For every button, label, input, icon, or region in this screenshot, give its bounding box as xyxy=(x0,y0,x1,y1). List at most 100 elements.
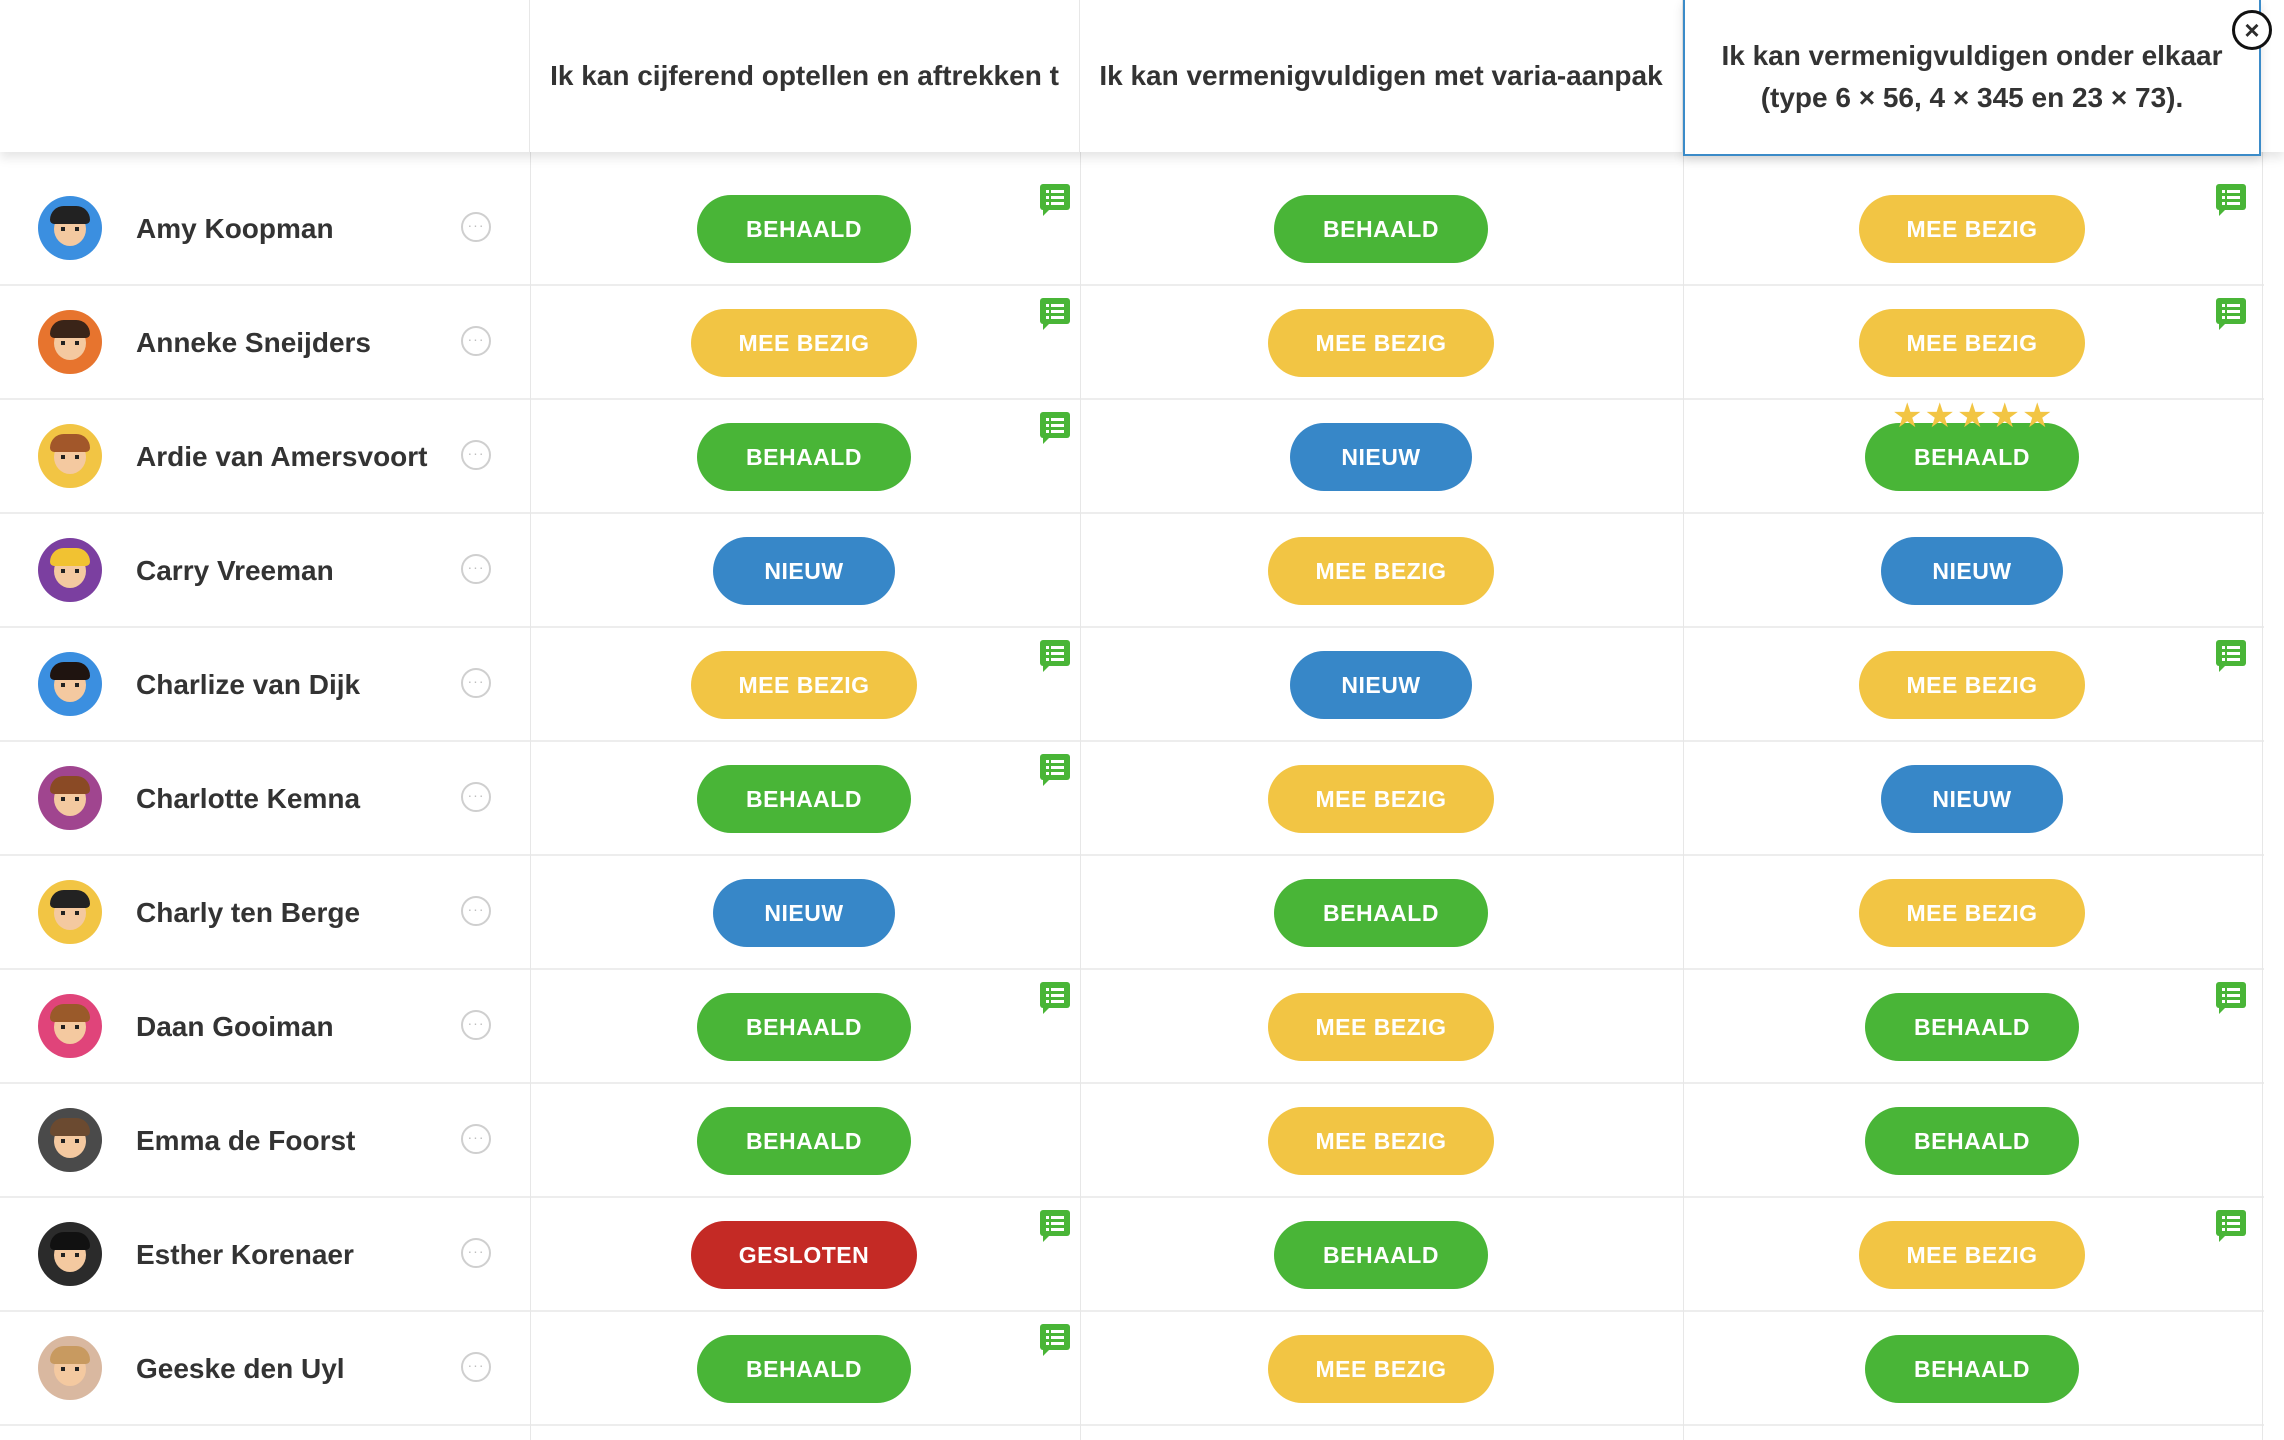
more-options-icon[interactable]: ··· xyxy=(461,896,491,926)
student-name[interactable]: Ardie van Amersvoort xyxy=(136,441,428,472)
comment-icon[interactable] xyxy=(1040,298,1070,330)
avatar[interactable] xyxy=(38,310,102,374)
status-button[interactable]: BEHAALD xyxy=(697,1335,911,1403)
status-button[interactable]: MEE BEZIG xyxy=(1859,1221,2085,1289)
status-button[interactable]: BEHAALD xyxy=(697,195,911,263)
status-button[interactable]: MEE BEZIG xyxy=(1859,195,2085,263)
header-goal-2-label: Ik kan vermenigvuldigen met varia-aanpak xyxy=(1099,60,1663,91)
status-button[interactable]: MEE BEZIG xyxy=(1268,1335,1494,1403)
star-icon: ★ xyxy=(1924,397,1955,435)
header-goal-1[interactable]: Ik kan cijferend optellen en aftrekken t xyxy=(530,0,1080,152)
avatar[interactable] xyxy=(38,1336,102,1400)
status-button[interactable]: MEE BEZIG xyxy=(1268,309,1494,377)
goal-description-popover: Ik kan vermenigvuldigen onder elkaar (ty… xyxy=(1683,0,2261,156)
student-name[interactable]: Charlize van Dijk xyxy=(136,669,361,700)
avatar[interactable] xyxy=(38,1222,102,1286)
comment-icon[interactable] xyxy=(2216,184,2246,216)
status-button[interactable]: MEE BEZIG xyxy=(1268,1107,1494,1175)
avatar[interactable] xyxy=(38,880,102,944)
comment-icon[interactable] xyxy=(1040,640,1070,672)
comment-icon[interactable] xyxy=(1040,754,1070,786)
status-button[interactable]: BEHAALD xyxy=(697,765,911,833)
status-button[interactable]: BEHAALD xyxy=(1274,195,1488,263)
status-button[interactable]: BEHAALD xyxy=(1865,1107,2079,1175)
student-name[interactable]: Geeske den Uyl xyxy=(136,1353,345,1384)
student-name[interactable]: Esther Korenaer xyxy=(136,1239,354,1270)
table-row: Amy Koopman ··· BEHAALD BEHAALD MEE BEZIG xyxy=(0,172,2264,286)
status-button[interactable]: NIEUW xyxy=(1881,765,2063,833)
column-divider xyxy=(1683,152,1684,1440)
more-options-icon[interactable]: ··· xyxy=(461,1352,491,1382)
status-button[interactable]: MEE BEZIG xyxy=(1859,309,2085,377)
header-goal-2[interactable]: Ik kan vermenigvuldigen met varia-aanpak xyxy=(1080,0,1683,152)
comment-icon[interactable] xyxy=(1040,184,1070,216)
comment-icon[interactable] xyxy=(1040,1210,1070,1242)
status-button[interactable]: MEE BEZIG xyxy=(691,651,917,719)
avatar[interactable] xyxy=(38,766,102,830)
avatar[interactable] xyxy=(38,994,102,1058)
avatar[interactable] xyxy=(38,196,102,260)
comment-icon[interactable] xyxy=(1040,982,1070,1014)
status-button[interactable]: BEHAALD xyxy=(697,1107,911,1175)
avatar[interactable] xyxy=(38,1108,102,1172)
student-name[interactable]: Carry Vreeman xyxy=(136,555,334,586)
status-button[interactable]: MEE BEZIG xyxy=(691,309,917,377)
column-divider xyxy=(2262,152,2263,1440)
status-button[interactable]: BEHAALD xyxy=(1865,423,2079,491)
status-button[interactable]: MEE BEZIG xyxy=(1859,651,2085,719)
status-button[interactable]: NIEUW xyxy=(1290,423,1472,491)
student-name[interactable]: Anneke Sneijders xyxy=(136,327,371,358)
status-button[interactable]: NIEUW xyxy=(1290,651,1472,719)
close-icon: × xyxy=(2244,15,2260,45)
comment-icon[interactable] xyxy=(2216,640,2246,672)
status-button[interactable]: NIEUW xyxy=(713,537,895,605)
table-row: Geeske den Uyl ··· BEHAALD MEE BEZIG BEHAALD xyxy=(0,1312,2264,1426)
status-button[interactable]: MEE BEZIG xyxy=(1268,765,1494,833)
comment-icon[interactable] xyxy=(2216,982,2246,1014)
student-name[interactable]: Charlotte Kemna xyxy=(136,783,361,814)
student-name[interactable]: Emma de Foorst xyxy=(136,1125,356,1156)
more-options-icon[interactable]: ··· xyxy=(461,1124,491,1154)
table-row: Esther Korenaer ··· GESLOTEN BEHAALD MEE BEZ… xyxy=(0,1198,2264,1312)
status-button[interactable]: BEHAALD xyxy=(697,423,911,491)
more-options-icon[interactable]: ··· xyxy=(461,1010,491,1040)
more-options-icon[interactable]: ··· xyxy=(461,326,491,356)
status-button[interactable]: BEHAALD xyxy=(1274,879,1488,947)
student-name[interactable]: Daan Gooiman xyxy=(136,1011,334,1042)
popover-text-line-2: (type 6 × 56, 4 × 345 en 23 × 73). xyxy=(1760,82,2184,113)
status-button[interactable]: MEE BEZIG xyxy=(1268,993,1494,1061)
table-row: Emma de Foorst ··· BEHAALD MEE BEZIG BEHAALD xyxy=(0,1084,2264,1198)
more-options-icon[interactable]: ··· xyxy=(461,1238,491,1268)
more-options-icon[interactable]: ··· xyxy=(461,440,491,470)
student-name[interactable]: Charly ten Berge xyxy=(136,897,361,928)
status-button[interactable]: NIEUW xyxy=(713,879,895,947)
more-options-icon[interactable]: ··· xyxy=(461,782,491,812)
column-divider xyxy=(1080,152,1081,1440)
more-options-icon[interactable]: ··· xyxy=(461,212,491,242)
star-icon: ★ xyxy=(2021,397,2053,435)
status-button[interactable]: BEHAALD xyxy=(697,993,911,1061)
more-options-icon[interactable]: ··· xyxy=(461,554,491,584)
comment-icon[interactable] xyxy=(1040,412,1070,444)
close-popover-button[interactable]: × xyxy=(2232,10,2272,50)
status-button[interactable]: BEHAALD xyxy=(1274,1221,1488,1289)
header-goal-1-label: Ik kan cijferend optellen en aftrekken t xyxy=(550,60,1059,91)
more-options-icon[interactable]: ··· xyxy=(461,668,491,698)
status-button[interactable]: GESLOTEN xyxy=(691,1221,917,1289)
status-button[interactable]: NIEUW xyxy=(1881,537,2063,605)
student-name[interactable]: Amy Koopman xyxy=(136,213,334,244)
status-button[interactable]: BEHAALD xyxy=(1865,1335,2079,1403)
table-row: Charlize van Dijk ··· MEE BEZIG NIEUW MEE BE… xyxy=(0,628,2264,742)
comment-icon[interactable] xyxy=(1040,1324,1070,1356)
comment-icon[interactable] xyxy=(2216,298,2246,330)
status-button[interactable]: BEHAALD xyxy=(1865,993,2079,1061)
avatar[interactable] xyxy=(38,652,102,716)
avatar[interactable] xyxy=(38,424,102,488)
avatar[interactable] xyxy=(38,538,102,602)
comment-icon[interactable] xyxy=(2216,1210,2246,1242)
status-button[interactable]: MEE BEZIG xyxy=(1268,537,1494,605)
column-divider xyxy=(530,152,531,1440)
status-button[interactable]: MEE BEZIG xyxy=(1859,879,2085,947)
table-row: Carry Vreeman ··· NIEUW MEE BEZIG NIEUW xyxy=(0,514,2264,628)
